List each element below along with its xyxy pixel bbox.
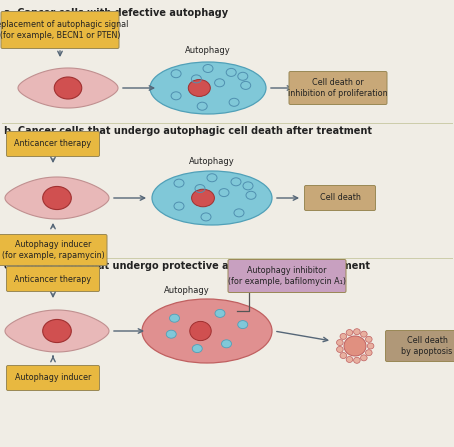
Ellipse shape [142,299,272,363]
Text: Autophagy inhibitor
(for example, bafilomycin A₁): Autophagy inhibitor (for example, bafilo… [228,266,346,286]
Ellipse shape [222,340,232,348]
Ellipse shape [340,353,346,358]
Ellipse shape [336,340,343,346]
Polygon shape [5,310,109,352]
FancyBboxPatch shape [1,12,119,49]
Ellipse shape [340,333,346,339]
Text: Anticancer therapy: Anticancer therapy [15,139,92,148]
Text: Cell death
by apoptosis: Cell death by apoptosis [401,336,453,356]
Ellipse shape [360,355,367,361]
Text: a  Cancer cells with defective autophagy: a Cancer cells with defective autophagy [4,8,228,18]
Ellipse shape [336,346,343,352]
Ellipse shape [192,189,214,207]
Text: b  Cancer cells that undergo autophagic cell death after treatment: b Cancer cells that undergo autophagic c… [4,126,372,136]
FancyBboxPatch shape [6,266,99,291]
Text: Replacement of autophagic signal
(for example, BECN1 or PTEN): Replacement of autophagic signal (for ex… [0,20,128,40]
Ellipse shape [169,314,179,322]
Ellipse shape [150,62,266,114]
Ellipse shape [360,331,367,337]
FancyBboxPatch shape [6,366,99,391]
Ellipse shape [346,356,353,363]
Ellipse shape [166,330,176,338]
Ellipse shape [43,320,71,342]
Polygon shape [18,68,118,108]
Text: Anticancer therapy: Anticancer therapy [15,274,92,283]
Ellipse shape [188,80,210,97]
Ellipse shape [190,321,211,341]
Ellipse shape [215,309,225,317]
Ellipse shape [152,171,272,225]
FancyBboxPatch shape [228,260,346,292]
FancyBboxPatch shape [0,235,107,266]
Ellipse shape [365,336,372,342]
Ellipse shape [346,329,353,336]
Ellipse shape [43,186,71,210]
Text: Autophagy inducer
(for example, rapamycin): Autophagy inducer (for example, rapamyci… [2,240,104,260]
Ellipse shape [344,336,366,356]
FancyBboxPatch shape [6,131,99,156]
Ellipse shape [54,77,82,99]
Ellipse shape [365,350,372,356]
Text: Autophagy: Autophagy [164,286,210,295]
Polygon shape [5,177,109,219]
Ellipse shape [238,320,248,329]
Ellipse shape [354,329,360,335]
Text: Cell death: Cell death [320,194,360,202]
FancyBboxPatch shape [289,72,387,105]
Text: c  Cancer cells that undergo protective autophagy after treatment: c Cancer cells that undergo protective a… [4,261,370,271]
Ellipse shape [192,345,202,353]
Ellipse shape [367,343,374,349]
Text: Autophagy: Autophagy [189,157,235,166]
Text: Autophagy inducer: Autophagy inducer [15,374,91,383]
Ellipse shape [354,357,360,363]
FancyBboxPatch shape [305,186,375,211]
FancyBboxPatch shape [385,330,454,362]
Text: Cell death or
inhibition of proliferation: Cell death or inhibition of proliferatio… [288,78,388,98]
Text: Autophagy: Autophagy [185,46,231,55]
